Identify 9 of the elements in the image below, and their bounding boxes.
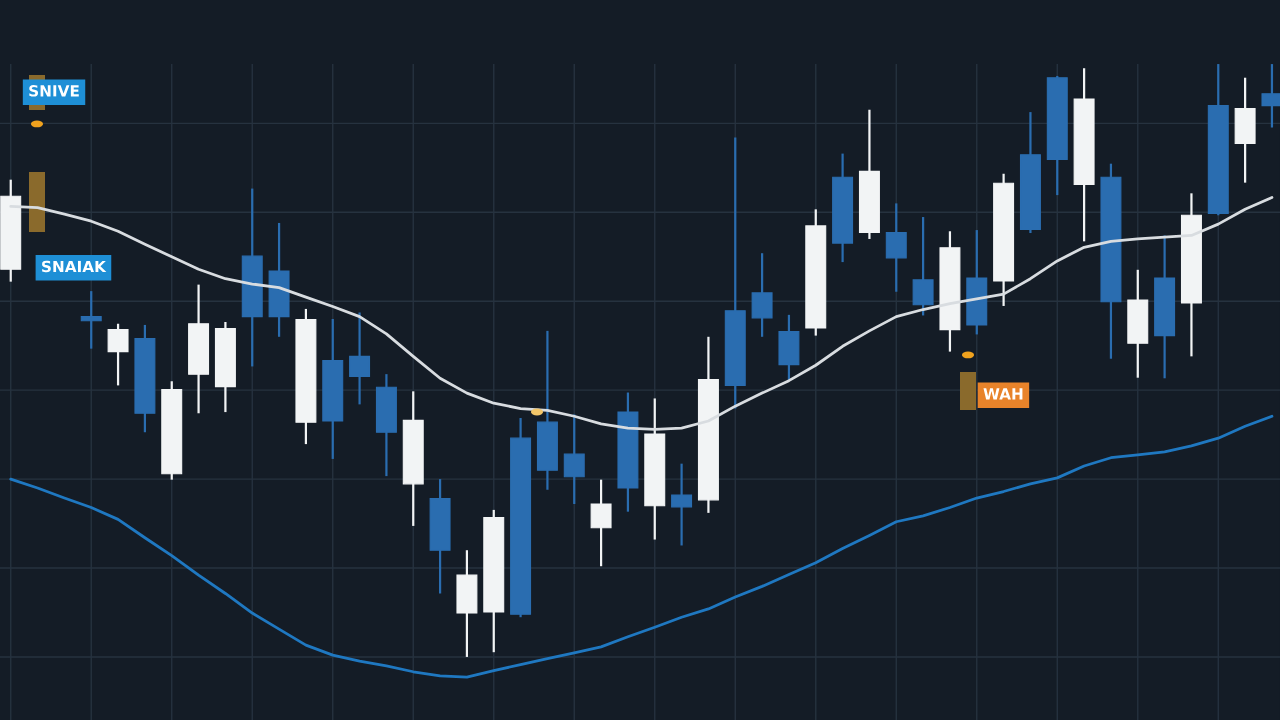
candlestick <box>563 413 585 506</box>
annotation: WAH <box>983 388 1023 400</box>
candlestick <box>80 290 102 350</box>
candlestick <box>107 322 129 387</box>
annotation: SNIVE <box>29 85 79 97</box>
candlestick <box>671 462 693 547</box>
annotation: SNAIAK <box>42 260 107 273</box>
candlestick <box>349 311 371 406</box>
candlestick <box>590 478 612 568</box>
